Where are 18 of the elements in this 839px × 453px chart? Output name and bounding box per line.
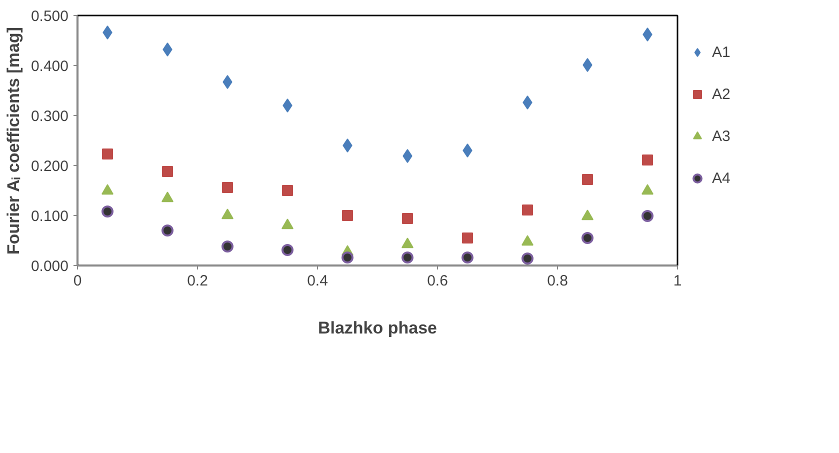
y-tick-label: 0.000 bbox=[30, 258, 69, 275]
legend-label: A3 bbox=[712, 128, 732, 144]
y-tick-label: 0.500 bbox=[30, 8, 69, 25]
legend-label: A2 bbox=[712, 86, 732, 102]
x-tick-label: 0.6 bbox=[427, 272, 448, 290]
x-tick-label: 0.4 bbox=[307, 272, 328, 290]
y-tick-label: 0.300 bbox=[30, 108, 69, 125]
x-tick-label: 1 bbox=[673, 272, 682, 290]
x-axis-title: Blazhko phase bbox=[318, 318, 438, 338]
legend-label: A4 bbox=[712, 170, 732, 186]
y-tick-label: 0.200 bbox=[30, 158, 69, 175]
x-tick-label: 0 bbox=[73, 272, 82, 290]
x-tick-label: 0.8 bbox=[547, 272, 568, 290]
x-tick-label: 0.2 bbox=[187, 272, 208, 290]
y-axis-title: Fourier Aᵢ coefficients [mag] bbox=[4, 27, 23, 255]
y-tick-label: 0.400 bbox=[30, 58, 69, 75]
legend-label: A1 bbox=[712, 44, 732, 60]
y-tick-label: 0.100 bbox=[30, 208, 69, 225]
